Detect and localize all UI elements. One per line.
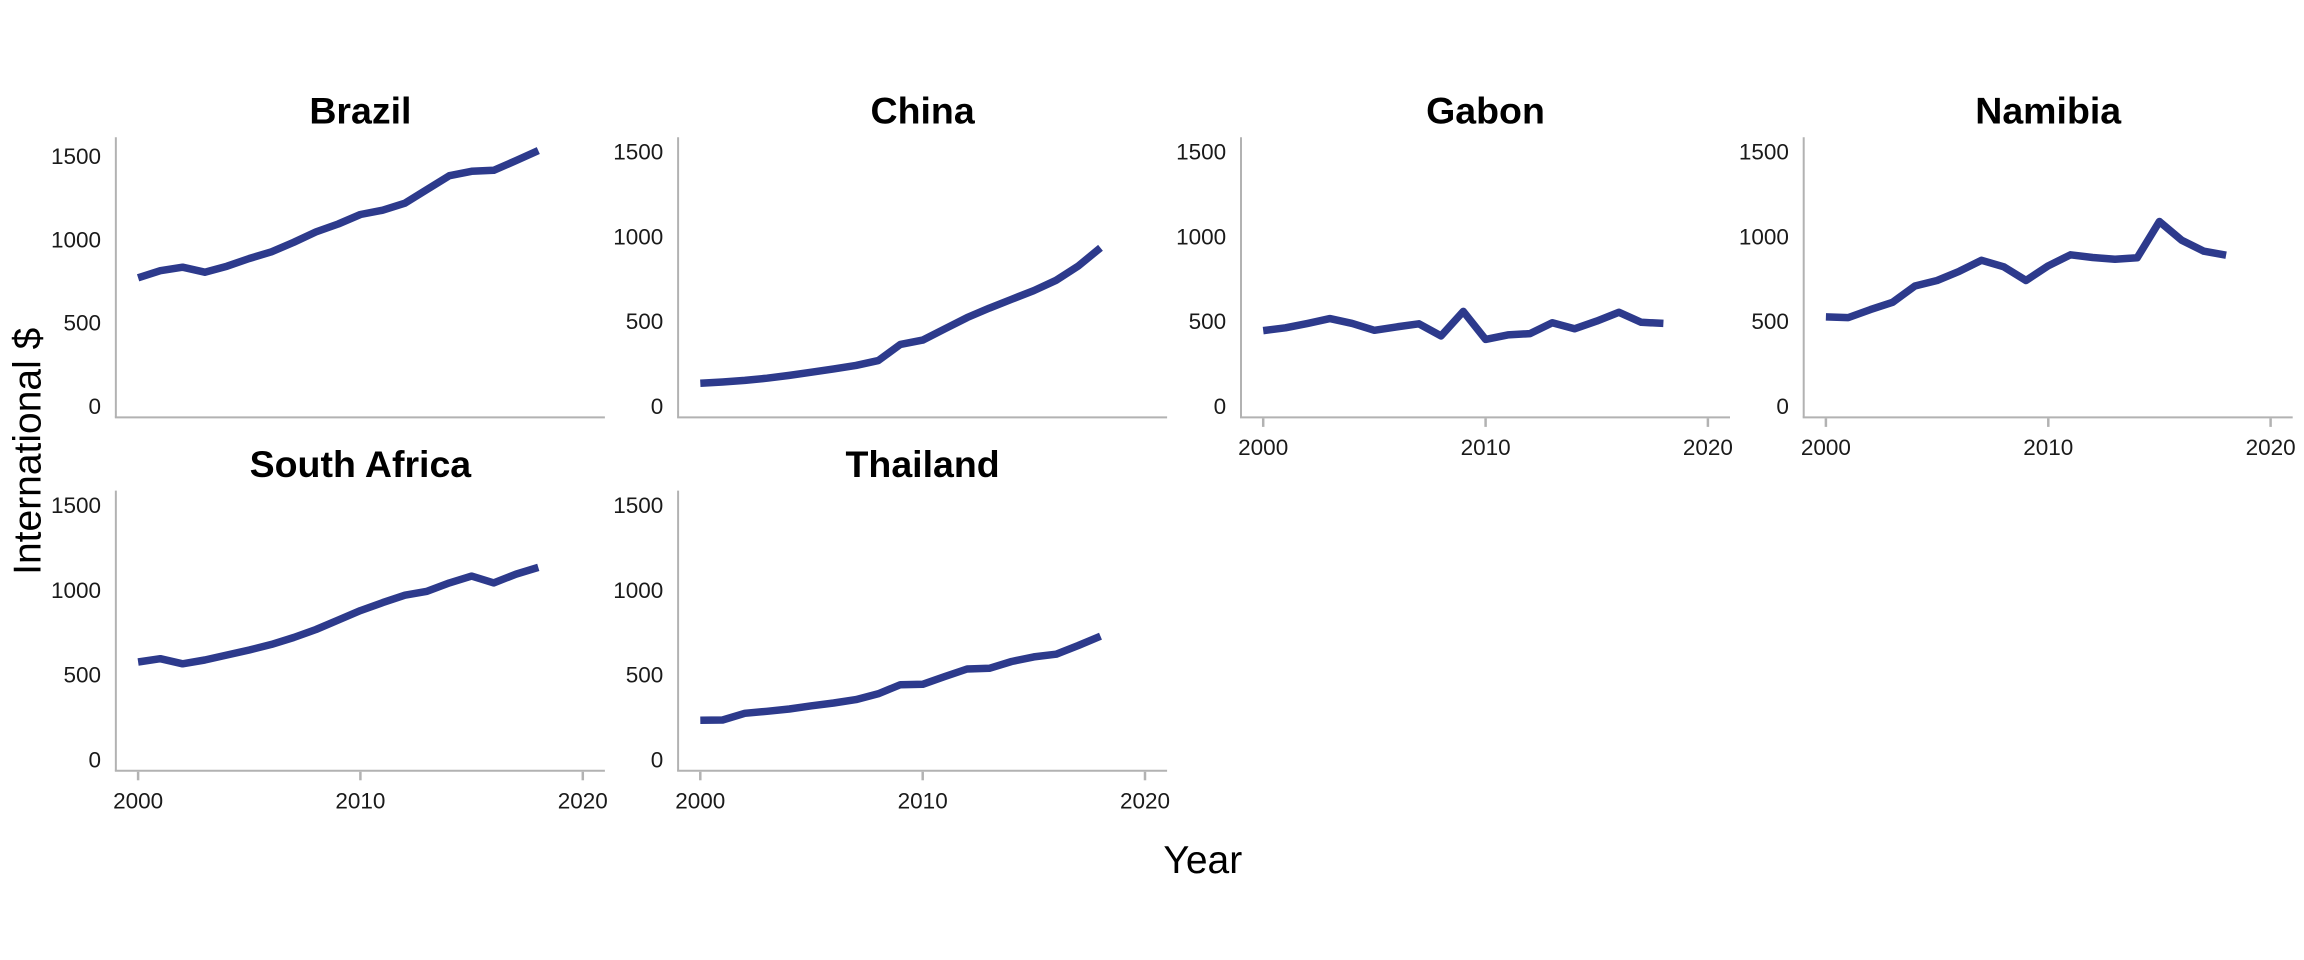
- svg-text:2020: 2020: [1683, 435, 1733, 460]
- svg-text:2020: 2020: [1120, 788, 1170, 813]
- svg-text:500: 500: [63, 311, 101, 336]
- svg-text:Gabon: Gabon: [1426, 89, 1545, 131]
- svg-text:1500: 1500: [1739, 140, 1789, 165]
- svg-text:1500: 1500: [51, 144, 101, 169]
- svg-text:2010: 2010: [2023, 435, 2073, 460]
- svg-text:Year: Year: [1163, 839, 1242, 882]
- svg-text:500: 500: [626, 663, 664, 688]
- svg-text:1500: 1500: [613, 493, 663, 518]
- svg-text:International $: International $: [7, 327, 50, 574]
- svg-text:2010: 2010: [335, 788, 385, 813]
- svg-text:2000: 2000: [1238, 435, 1288, 460]
- svg-text:2010: 2010: [898, 788, 948, 813]
- svg-text:1500: 1500: [613, 140, 663, 165]
- svg-text:2000: 2000: [1801, 435, 1851, 460]
- svg-text:2020: 2020: [2246, 435, 2296, 460]
- svg-text:2000: 2000: [113, 788, 163, 813]
- svg-text:1000: 1000: [613, 224, 663, 249]
- svg-text:1000: 1000: [613, 578, 663, 603]
- svg-text:0: 0: [1776, 394, 1789, 419]
- svg-text:South Africa: South Africa: [250, 443, 473, 485]
- svg-text:0: 0: [651, 747, 664, 772]
- svg-text:1000: 1000: [1739, 224, 1789, 249]
- svg-text:Namibia: Namibia: [1975, 89, 2122, 131]
- svg-text:2020: 2020: [558, 788, 608, 813]
- svg-text:0: 0: [1214, 394, 1227, 419]
- svg-text:1500: 1500: [51, 493, 101, 518]
- svg-text:500: 500: [626, 309, 664, 334]
- svg-text:0: 0: [88, 394, 101, 419]
- svg-text:1000: 1000: [1176, 224, 1226, 249]
- svg-text:China: China: [871, 89, 976, 131]
- svg-text:1500: 1500: [1176, 140, 1226, 165]
- svg-text:0: 0: [651, 394, 664, 419]
- svg-text:Thailand: Thailand: [846, 443, 1000, 485]
- svg-text:500: 500: [1189, 309, 1227, 334]
- svg-text:Brazil: Brazil: [309, 89, 411, 131]
- svg-text:500: 500: [63, 663, 101, 688]
- svg-text:0: 0: [88, 747, 101, 772]
- svg-text:1000: 1000: [51, 578, 101, 603]
- svg-text:500: 500: [1751, 309, 1789, 334]
- svg-text:1000: 1000: [51, 227, 101, 252]
- svg-text:2010: 2010: [1461, 435, 1511, 460]
- svg-text:2000: 2000: [675, 788, 725, 813]
